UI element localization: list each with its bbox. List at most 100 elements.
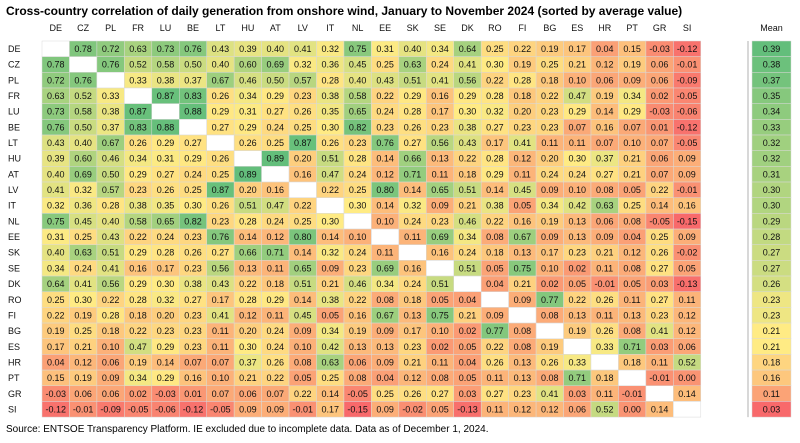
cell-value-label: 0.38 [129, 201, 147, 211]
cell-value-label: 0.34 [459, 232, 477, 242]
cell-value-label: -0.01 [677, 185, 698, 195]
cell-value-label: 0.25 [486, 44, 504, 54]
cell-value-label: 0.14 [321, 389, 339, 399]
cell-value-label: 0.00 [678, 373, 696, 383]
cell-value-label: 0.34 [376, 279, 394, 289]
cell-value-label: 0.25 [294, 122, 312, 132]
cell-value-label: 0.06 [678, 342, 696, 352]
cell-value-label: 0.31 [239, 107, 257, 117]
cell-value-label: 0.43 [212, 44, 230, 54]
cell-value-label: 0.06 [102, 389, 120, 399]
cell-value-label: 0.18 [459, 169, 477, 179]
cell-value-label: 0.22 [486, 216, 504, 226]
cell-value-label: 0.22 [459, 154, 477, 164]
cell-value-label: 0.13 [623, 310, 641, 320]
cell-value-label: 0.06 [596, 216, 614, 226]
cell-value-label: 0.32 [157, 295, 175, 305]
heatmap-cell [96, 72, 125, 89]
cell-value-label: 0.56 [459, 75, 477, 85]
cell-value-label: 0.22 [376, 91, 394, 101]
cell-value-label: 0.39 [47, 154, 65, 164]
cell-value-label: 0.18 [129, 310, 147, 320]
cell-value-label: 0.11 [486, 404, 503, 414]
cell-value-label: 0.11 [404, 232, 421, 242]
cell-value-label: 0.29 [157, 373, 175, 383]
cell-value-label: 0.41 [459, 60, 477, 70]
cell-value-label: 0.10 [623, 138, 641, 148]
cell-value-label: 0.15 [47, 373, 65, 383]
cell-value-label: 0.03 [651, 279, 669, 289]
cell-value-label: 0.04 [47, 357, 65, 367]
cell-value-label: 0.76 [212, 232, 230, 242]
cell-value-label: 0.26 [239, 138, 257, 148]
cell-value-label: 0.07 [651, 169, 669, 179]
cell-value-label: 0.51 [459, 185, 477, 195]
cell-value-label: -0.01 [73, 404, 94, 414]
cell-value-label: 0.08 [349, 373, 367, 383]
cell-value-label: 0.06 [651, 60, 669, 70]
cell-value-label: 0.75 [514, 263, 532, 273]
cell-value-label: 0.10 [294, 342, 312, 352]
cell-value-label: 0.16 [267, 185, 285, 195]
cell-value-label: 0.02 [569, 263, 587, 273]
cell-value-label: 0.04 [596, 44, 614, 54]
cell-value-label: 0.07 [596, 138, 614, 148]
cell-value-label: 0.64 [47, 279, 65, 289]
cell-value-label: -0.05 [677, 91, 698, 101]
cell-value-label: 0.87 [157, 91, 175, 101]
cell-value-label: 0.04 [623, 232, 641, 242]
cell-value-label: 0.25 [623, 201, 641, 211]
mean-value-label: 0.37 [763, 75, 781, 85]
cell-value-label: -0.12 [183, 404, 204, 414]
cell-value-label: 0.08 [514, 326, 532, 336]
cell-value-label: 0.17 [404, 326, 422, 336]
mean-value-label: 0.39 [763, 44, 781, 54]
cell-value-label: 0.65 [349, 107, 367, 117]
cell-value-label: 0.11 [514, 169, 531, 179]
column-header-de: DE [49, 23, 62, 33]
cell-value-label: 0.52 [678, 357, 696, 367]
cell-value-label: -0.12 [677, 44, 698, 54]
row-label-bg: BG [8, 326, 21, 336]
cell-value-label: 0.22 [486, 75, 504, 85]
cell-value-label: 0.14 [486, 185, 504, 195]
cell-value-label: 0.23 [294, 91, 312, 101]
row-label-hr: HR [8, 357, 21, 367]
cell-value-label: 0.69 [376, 263, 394, 273]
cell-value-label: 0.21 [623, 154, 641, 164]
cell-value-label: 0.58 [157, 60, 175, 70]
cell-value-label: 0.11 [596, 263, 613, 273]
cell-value-label: 0.24 [349, 248, 367, 258]
cell-value-label: 0.05 [294, 373, 312, 383]
cell-value-label: 0.43 [212, 279, 230, 289]
cell-value-label: 0.31 [47, 232, 65, 242]
cell-value-label: 0.32 [486, 107, 504, 117]
cell-value-label: 0.22 [129, 326, 147, 336]
cell-value-label: 0.11 [486, 373, 503, 383]
cell-value-label: 0.28 [239, 295, 257, 305]
cell-value-label: 0.27 [212, 122, 230, 132]
cell-value-label: 0.19 [541, 216, 559, 226]
cell-value-label: 0.26 [294, 107, 312, 117]
cell-value-label: -0.05 [210, 404, 231, 414]
column-header-ee: EE [379, 23, 391, 33]
cell-value-label: 0.24 [267, 326, 285, 336]
cell-value-label: -0.01 [293, 404, 314, 414]
cell-value-label: 0.34 [431, 44, 449, 54]
cell-value-label: 0.18 [267, 279, 285, 289]
cell-value-label: 0.26 [404, 389, 422, 399]
cell-value-label: 0.14 [239, 232, 257, 242]
cell-value-label: 0.09 [623, 75, 641, 85]
heatmap-cell [590, 354, 619, 371]
cell-value-label: 0.14 [321, 232, 339, 242]
cell-value-label: 0.56 [431, 138, 449, 148]
cell-value-label: 0.02 [129, 389, 147, 399]
cell-value-label: 0.38 [486, 201, 504, 211]
cell-value-label: 0.22 [569, 295, 587, 305]
cell-value-label: 0.22 [129, 232, 147, 242]
cell-value-label: 0.08 [596, 185, 614, 195]
cell-value-label: 0.12 [514, 154, 532, 164]
cell-value-label: 0.16 [431, 91, 449, 101]
heatmap-cell [535, 322, 564, 339]
cell-value-label: 0.08 [486, 232, 504, 242]
